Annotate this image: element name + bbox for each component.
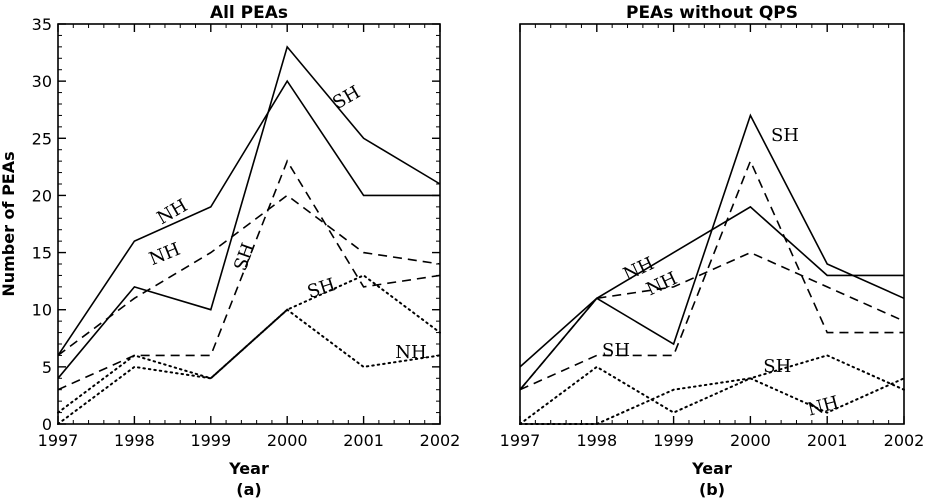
- panel-a-series-solid-line: [57, 45, 441, 379]
- panel-b-x-tick-label: 1998: [576, 431, 617, 450]
- panel-b-series-dashed-line: [519, 159, 904, 391]
- panel-a-y-tick-label: 15: [32, 244, 52, 263]
- panel-b-x-tick-label: 2002: [884, 431, 925, 450]
- panel-a-x-tick-label: 1997: [38, 431, 79, 450]
- panel-b-annotation-nh: NH: [805, 392, 841, 420]
- panel-a-y-tick-label: 0: [42, 415, 52, 434]
- panel-b-series-dotted-line: [519, 365, 905, 425]
- panel-b-series-solid-line: [519, 113, 905, 391]
- panel-a-x-tick-label: 1998: [114, 431, 155, 450]
- panel-a-x-axis-label: Year: [228, 459, 269, 478]
- panel-a-series-dotted-line: [57, 308, 441, 425]
- panel-a-y-tick-label: 5: [42, 358, 52, 377]
- panel-a-series-solid-line: [57, 79, 440, 356]
- panel-a-y-tick-label: 30: [32, 72, 52, 91]
- panel-b-annotation-sh: SH: [602, 340, 630, 361]
- panel-a-x-tick-label: 2002: [420, 431, 461, 450]
- panel-b-frame: [519, 23, 905, 425]
- panel-a-annotation-nh: NH: [153, 195, 191, 229]
- panel-a-title: All PEAs: [210, 3, 288, 23]
- panel-b-panel-label: (b): [699, 480, 725, 499]
- panel-b-title: PEAs without QPS: [626, 3, 798, 23]
- panel-a-annotation-sh: SH: [329, 82, 364, 114]
- panel-a-annotation-nh: NH: [146, 239, 183, 270]
- panel-a-x-tick-label: 2001: [343, 431, 384, 450]
- panel-a-annotation-nh: NH: [395, 342, 426, 363]
- panel-b-x-tick-label: 1997: [500, 431, 541, 450]
- panel-a-y-tick-label: 20: [32, 186, 52, 205]
- panel-b-series-dotted-line: [519, 354, 905, 425]
- panel-a-series-dotted-line: [57, 274, 441, 414]
- panel-a-series-dashed-line: [57, 159, 441, 391]
- panel-a-panel-label: (a): [236, 480, 261, 499]
- panel-b-x-tick-label: 2001: [807, 431, 848, 450]
- panel-b-series-dashed-line: [519, 251, 905, 391]
- panel-a-annotation-sh: SH: [305, 274, 338, 303]
- panel-a-x-tick-label: 1999: [190, 431, 231, 450]
- panel-b-annotation-sh: SH: [763, 356, 791, 377]
- panel-a-series-dashed-line: [57, 194, 441, 357]
- panel-b-x-axis-label: Year: [691, 459, 732, 478]
- panel-b-x-tick-label: 2000: [730, 431, 771, 450]
- panel-a-y-tick-label: 35: [32, 15, 52, 34]
- panel-b-annotation-sh: SH: [771, 125, 799, 146]
- panel-b-x-tick-label: 1999: [653, 431, 694, 450]
- panel-a-y-tick-label: 10: [32, 301, 52, 320]
- panel-a-y-tick-label: 25: [32, 129, 52, 148]
- panel-a-y-axis-label: Number of PEAs: [0, 151, 18, 296]
- panel-a-x-tick-label: 2000: [267, 431, 308, 450]
- panel-a-frame: [57, 23, 441, 425]
